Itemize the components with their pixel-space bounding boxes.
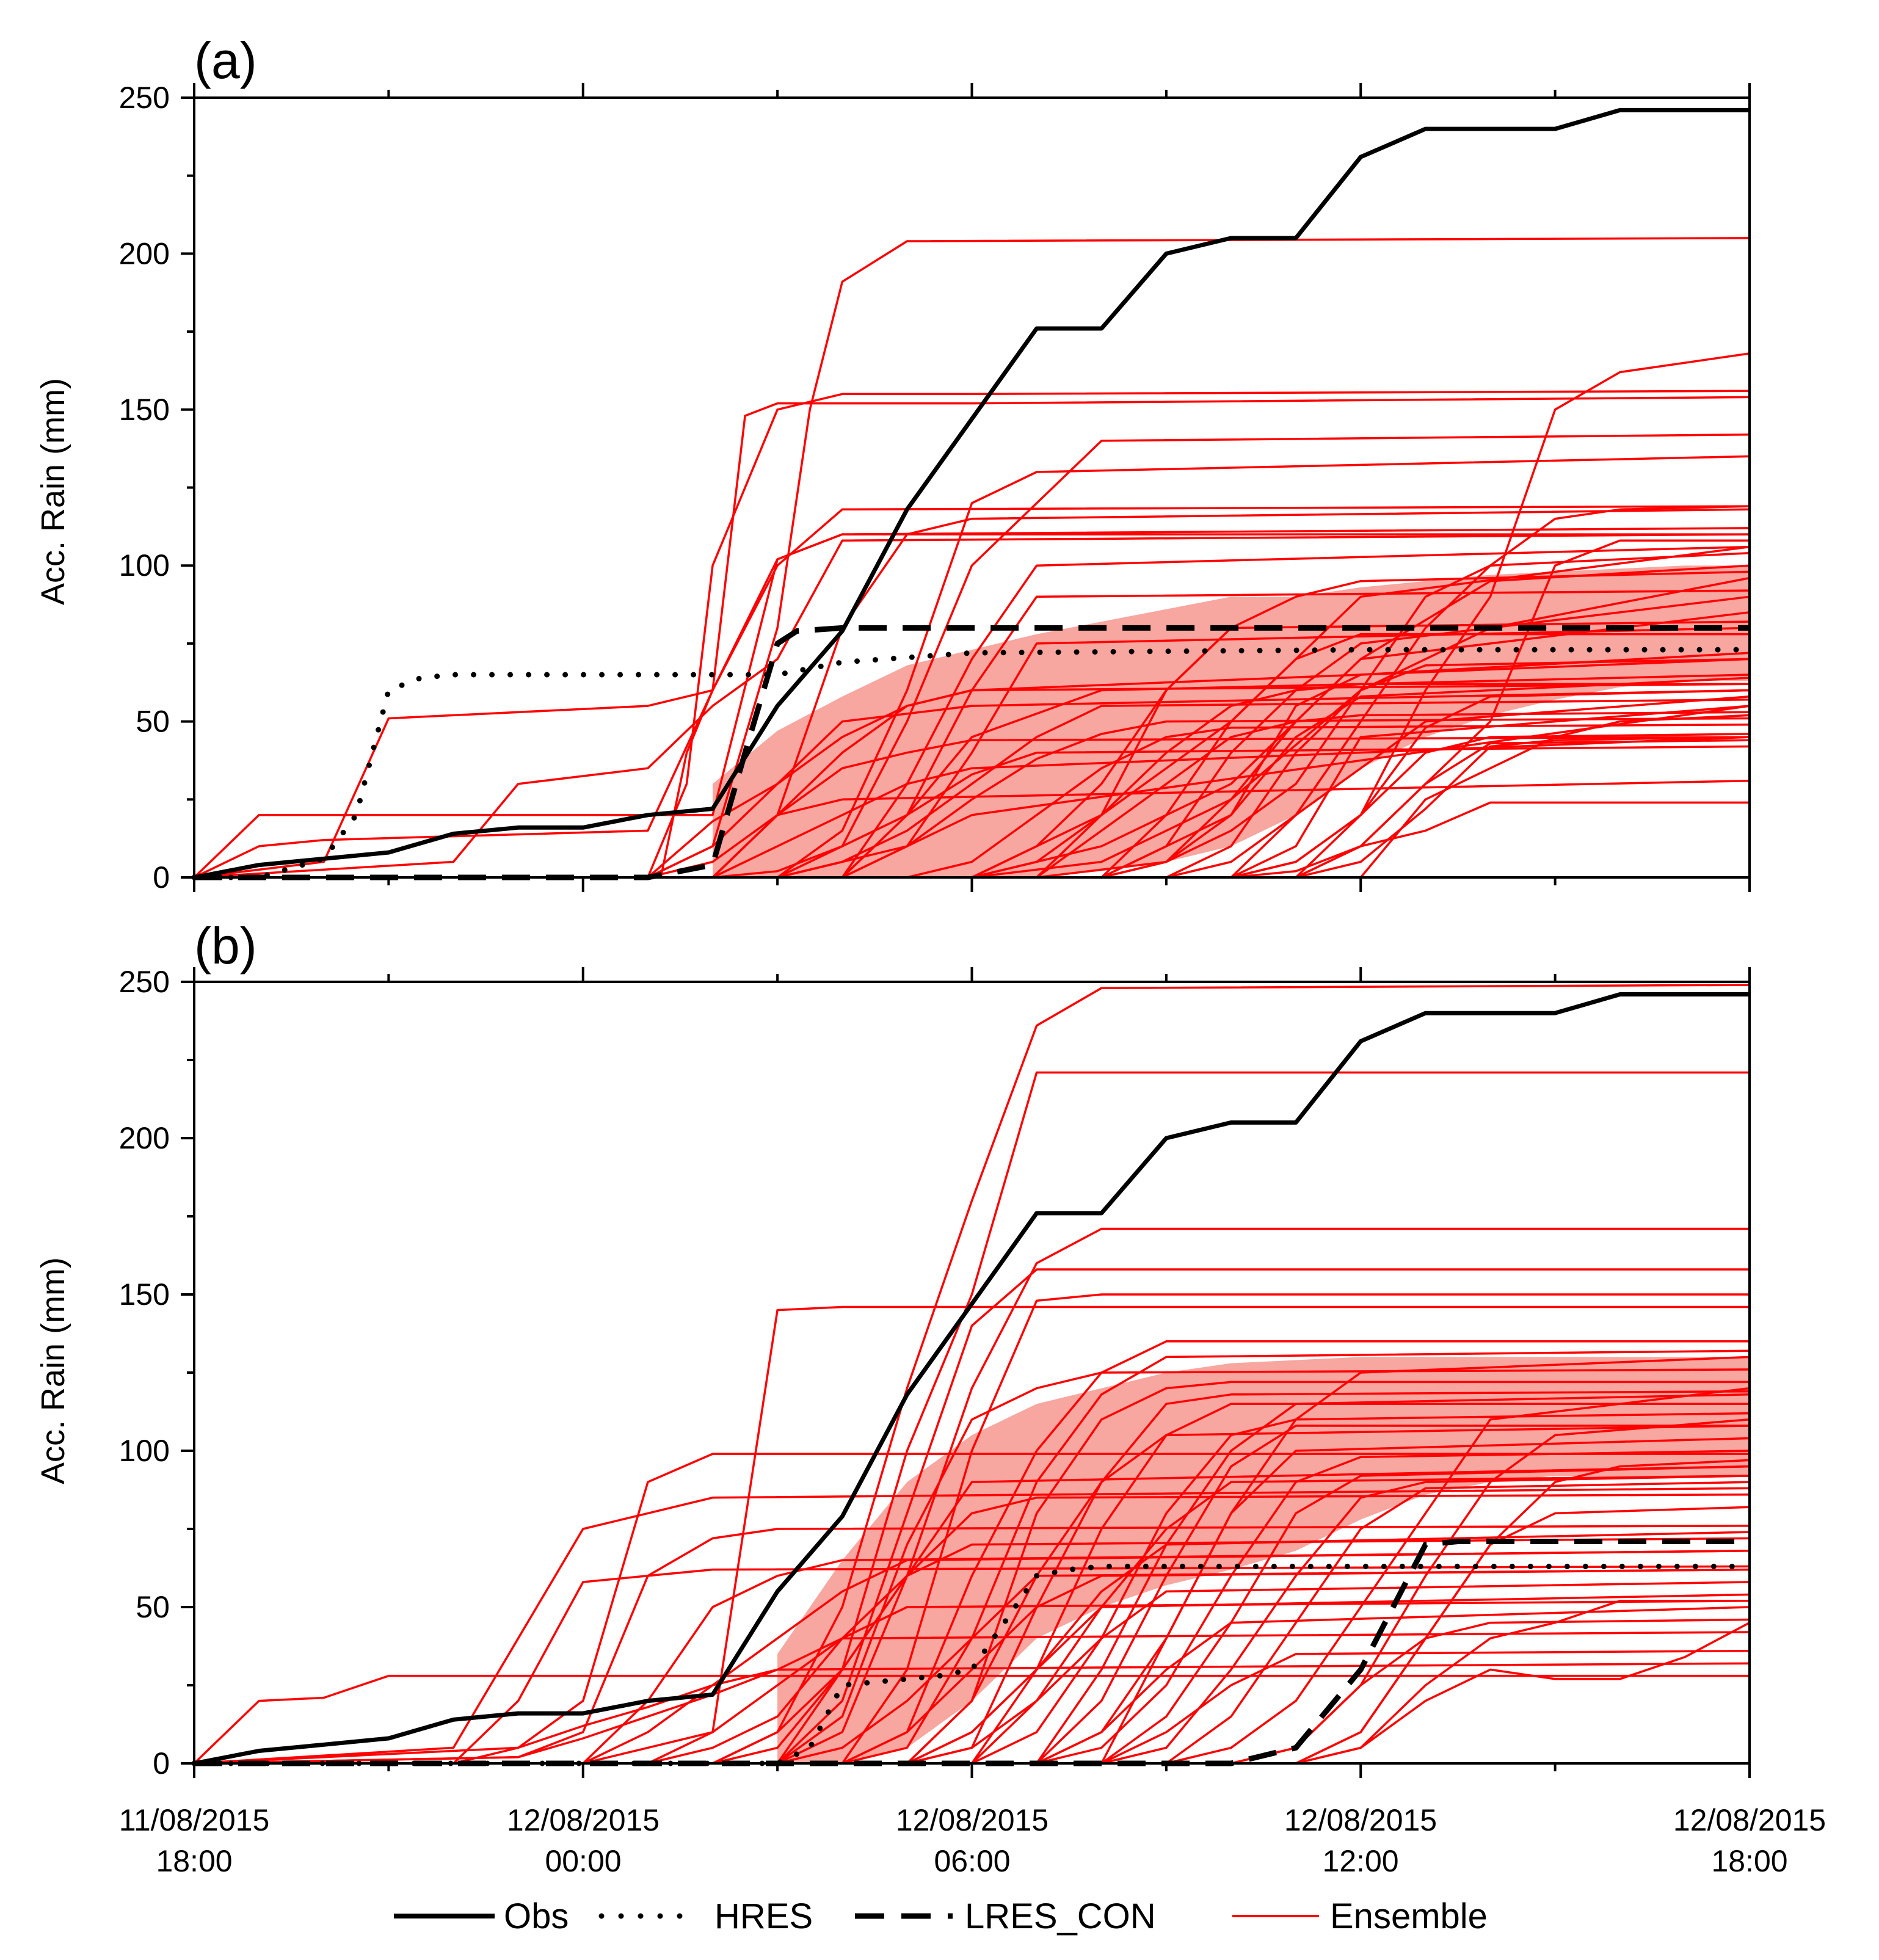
ensemble-member-line (194, 699, 1750, 879)
x-tick-label-date: 12/08/2015 (1284, 1803, 1437, 1837)
legend-ensemble-label: Ensemble (1330, 1896, 1488, 1936)
ensemble-member-line (194, 717, 1750, 879)
legend-obs-label: Obs (504, 1896, 569, 1936)
ensemble-member-line (194, 1631, 1750, 1765)
y-tick-label: 150 (119, 1277, 170, 1312)
hres-line (191, 647, 1753, 880)
ensemble-spread-band (777, 1357, 1750, 1763)
y-tick-label: 0 (153, 1746, 170, 1780)
x-tick-label-time: 18:00 (1711, 1844, 1787, 1878)
y-tick-label: 100 (119, 1434, 170, 1468)
panel-a-label: (a) (194, 32, 257, 89)
x-tick-label-time: 18:00 (156, 1844, 232, 1878)
plot-area (191, 107, 1753, 880)
y-tick-label: 100 (119, 548, 170, 583)
lres-con-line (194, 625, 1750, 880)
ensemble-member-line (194, 533, 1750, 879)
y-tick-label: 0 (153, 860, 170, 895)
obs-line (194, 992, 1750, 1766)
x-tick-label-date: 12/08/2015 (896, 1803, 1049, 1837)
ensemble-member-line (194, 552, 1750, 879)
panel-a-ylabel: Acc. Rain (mm) (35, 378, 71, 605)
ensemble-member-line (194, 533, 1750, 879)
ensemble-member-line (194, 683, 1750, 879)
obs-line (194, 107, 1750, 880)
ensemble-member-line (194, 505, 1750, 879)
panel-b-label: (b) (194, 917, 257, 975)
x-tick-labels: 11/08/2015 18:00 12/08/2015 00:00 12/08/… (119, 1803, 1826, 1878)
x-tick-label-time: 06:00 (934, 1844, 1010, 1878)
plot-area (191, 984, 1753, 1766)
y-tick-label: 50 (136, 705, 170, 739)
legend-lres-label: LRES_CON (965, 1896, 1156, 1936)
legend-hres-label: HRES (714, 1896, 813, 1936)
ensemble-member-line (194, 1368, 1750, 1765)
ensemble-member-line (194, 711, 1750, 879)
x-tick-label-time: 00:00 (545, 1844, 621, 1878)
x-tick-label-date: 12/08/2015 (1673, 1803, 1826, 1837)
x-tick-label-date: 11/08/2015 (119, 1803, 270, 1837)
ensemble-member-line (194, 723, 1750, 879)
ensemble-member-line (194, 1622, 1750, 1765)
panel-a: (a) Acc. Rain (mm) 0 50 100 150 200 250 (35, 32, 1753, 895)
panel-b-ylabel: Acc. Rain (mm) (35, 1257, 71, 1484)
x-tick-label-time: 12:00 (1322, 1844, 1398, 1878)
y-tick-label: 200 (119, 236, 170, 270)
hres-line (191, 1563, 1753, 1766)
ensemble-member-line (193, 1674, 1750, 1765)
ensemble-member-line (194, 1305, 1750, 1765)
y-tick-label: 200 (119, 1121, 170, 1155)
y-tick-label: 250 (119, 965, 170, 999)
y-tick-label: 150 (119, 393, 170, 427)
ensemble-member-line (194, 1268, 1750, 1765)
ensemble-member-line (194, 1550, 1750, 1765)
ensemble-member-line (194, 1349, 1750, 1765)
ensemble-member-line (194, 505, 1750, 879)
y-tick-label: 50 (136, 1590, 170, 1624)
legend: Obs HRES LRES_CON Ensemble (394, 1896, 1488, 1936)
x-tick-label-date: 12/08/2015 (507, 1803, 660, 1837)
ensemble-member-line (194, 1487, 1750, 1765)
y-tick-label: 250 (119, 81, 170, 115)
ensemble-member-line (194, 390, 1750, 879)
panel-b: (b) Acc. Rain (mm) 0 50 100 150 200 250 (35, 917, 1753, 1780)
